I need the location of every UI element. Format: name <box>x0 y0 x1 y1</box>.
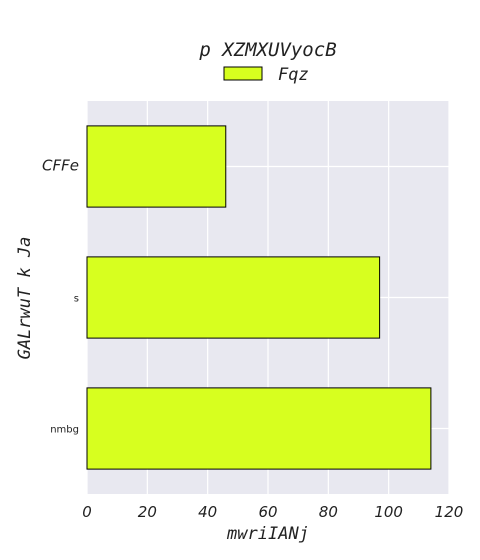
x-tick-label: 0 <box>82 503 92 521</box>
legend-swatch <box>223 66 263 81</box>
x-tick-label: 40 <box>198 503 217 521</box>
x-tick-label: 20 <box>138 503 157 521</box>
y-tick-label: CFFe <box>42 157 79 175</box>
bars <box>86 125 432 470</box>
x-axis-ticks: 0 20 40 60 80 100 120 <box>82 503 463 521</box>
bar-s <box>86 256 381 339</box>
x-tick-label: 80 <box>319 503 338 521</box>
x-tick-label: 100 <box>374 503 403 521</box>
x-tick-label: 60 <box>258 503 277 521</box>
legend: Fqz <box>223 65 309 85</box>
y-axis-label: GALrwuT k Ja <box>15 237 35 360</box>
y-axis-ticks: CFFe s nmbg <box>42 157 79 436</box>
legend-label: Fqz <box>278 65 309 85</box>
bar-nmbg <box>86 387 432 470</box>
x-axis-label: mwriIANj <box>226 524 309 544</box>
chart-title: p XZMXUVyocB <box>198 39 336 61</box>
y-tick-label: nmbg <box>50 425 79 436</box>
x-tick-label: 120 <box>435 503 464 521</box>
bar-CFFe <box>86 125 227 208</box>
y-tick-label: s <box>74 294 79 305</box>
